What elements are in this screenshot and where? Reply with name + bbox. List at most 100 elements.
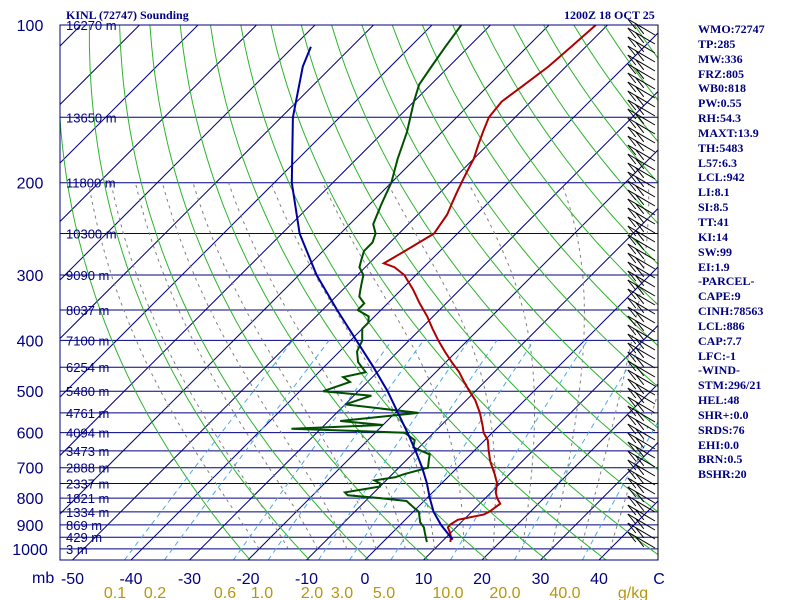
- wind-barb-feather: [635, 473, 645, 485]
- wind-barb: [627, 396, 656, 414]
- wind-barb: [627, 225, 656, 243]
- wind-barb-feather: [635, 419, 645, 431]
- wind-barb-feather: [635, 95, 645, 107]
- wind-barb-feather: [627, 90, 637, 102]
- mixing-ratio-unit-label: g/kg: [618, 585, 648, 600]
- wind-barb-feather: [635, 527, 645, 539]
- wind-barb-feather: [635, 392, 645, 404]
- wind-barb: [627, 153, 656, 171]
- wind-barb-feather: [635, 293, 645, 305]
- sidebar-index-item: PW:0.55: [698, 96, 742, 111]
- sidebar-index-item: LI:8.1: [698, 185, 730, 200]
- wind-barb-feather: [627, 180, 637, 192]
- pressure-tick-label: 200: [17, 176, 44, 193]
- sidebar-index-item: STM:296/21: [698, 378, 762, 393]
- sidebar-index-item: LCL:942: [698, 170, 745, 185]
- sidebar-index-item: CAPE:9: [698, 289, 741, 304]
- wind-barb-feather: [627, 414, 637, 426]
- mixing-ratio-tick-label: 40.0: [549, 585, 580, 600]
- wind-barb-feather: [627, 396, 637, 408]
- sidebar-index-item: SI:8.5: [698, 200, 729, 215]
- height-label: 3 m: [66, 542, 88, 557]
- pressure-tick-label: 100: [17, 18, 44, 35]
- dry-adiabat-line: [391, 25, 658, 388]
- dry-adiabat-line: [88, 25, 310, 560]
- wind-barb-feather: [635, 122, 645, 134]
- sounding-indices-panel: WMO:72747 TP:285 MW:336 FRZ:805 WB0:818 PW:0.…: [698, 22, 798, 482]
- height-label: 4094 m: [66, 426, 109, 441]
- moist-adiabat-line: [551, 182, 585, 549]
- wind-barb-feather: [635, 275, 645, 287]
- moist-adiabat-line: [88, 182, 260, 550]
- wind-barb-feather: [627, 81, 637, 93]
- wind-barb: [627, 135, 656, 153]
- temperature-tick-label: 30: [532, 571, 550, 588]
- mixing-ratio-line: [318, 340, 470, 560]
- height-label: 1334 m: [66, 505, 109, 520]
- pressure-tick-label: 600: [17, 426, 44, 443]
- wind-barb-feather: [635, 230, 645, 242]
- temperature-tick-label: -20: [236, 571, 259, 588]
- wind-barb-feather: [627, 63, 637, 75]
- wind-barb-feather: [627, 405, 637, 417]
- height-label: 7100 m: [66, 333, 109, 348]
- wind-barb: [627, 522, 656, 540]
- moist-adiabat-line: [580, 182, 650, 549]
- wind-barb: [627, 18, 656, 36]
- wind-barb-feather: [627, 315, 637, 327]
- isotherm-line: [60, 25, 550, 515]
- pressure-tick-label: 700: [17, 461, 44, 478]
- wind-barb: [627, 54, 656, 72]
- wind-barb-feather: [635, 77, 645, 89]
- wind-barbs: [627, 18, 656, 549]
- wind-barb-feather: [635, 185, 645, 197]
- wind-barb-feather: [627, 369, 637, 381]
- wind-barb: [627, 198, 656, 216]
- height-label: 13650 m: [66, 110, 117, 125]
- sidebar-index-item: LFC:-1: [698, 348, 736, 363]
- wind-barb: [627, 369, 656, 387]
- wind-barb: [627, 243, 656, 261]
- wind-barb-feather: [635, 167, 645, 179]
- moist-adiabat-line: [270, 182, 436, 549]
- sidebar-index-item: SW:99: [698, 244, 733, 259]
- moist-adiabat-line: [161, 182, 348, 550]
- sidebar-index-item: RH:54.3: [698, 111, 741, 126]
- pressure-tick-label: 300: [17, 268, 44, 285]
- sidebar-index-item: WMO:72747: [698, 22, 765, 36]
- height-label: 5480 m: [66, 384, 109, 399]
- wind-barb-feather: [627, 234, 637, 246]
- wind-barb-feather: [635, 23, 645, 35]
- dry-adiabat-line: [421, 25, 658, 347]
- wind-barb-feather: [627, 126, 637, 138]
- wind-barb-feather: [635, 149, 645, 161]
- wind-barb-feather: [627, 153, 637, 165]
- wind-barb-feather: [635, 374, 645, 386]
- wind-barb-feather: [635, 302, 645, 314]
- isotherm-line: [130, 32, 658, 560]
- moist-adiabat-line: [228, 182, 406, 550]
- wind-barb-feather: [635, 410, 645, 422]
- isotherm-line: [60, 25, 257, 223]
- pressure-tick-label: 500: [17, 384, 44, 401]
- wind-barb-feather: [635, 248, 645, 260]
- isotherm-line: [481, 383, 658, 560]
- wind-barb: [627, 72, 656, 90]
- isotherm-line: [306, 207, 658, 560]
- wind-barb: [627, 270, 656, 288]
- mixing-ratio-line: [349, 340, 498, 560]
- wind-barb-feather: [627, 477, 637, 489]
- wind-barb: [627, 378, 656, 396]
- wind-barb: [627, 441, 656, 459]
- isotherm-line: [0, 25, 23, 560]
- wind-barb-feather: [635, 536, 645, 548]
- wind-barb-feather: [627, 531, 637, 543]
- wind-barb-feather: [635, 68, 645, 80]
- mixing-ratio-tick-label: 2.0: [301, 585, 323, 600]
- sidebar-index-item: EI:1.9: [698, 259, 730, 274]
- temperature-tick-label: 10: [415, 571, 433, 588]
- mixing-ratio-tick-label: 10.0: [432, 585, 463, 600]
- sidebar-index-item: -WIND-: [698, 363, 740, 378]
- wind-barb: [627, 189, 656, 207]
- wind-barb-feather: [635, 194, 645, 206]
